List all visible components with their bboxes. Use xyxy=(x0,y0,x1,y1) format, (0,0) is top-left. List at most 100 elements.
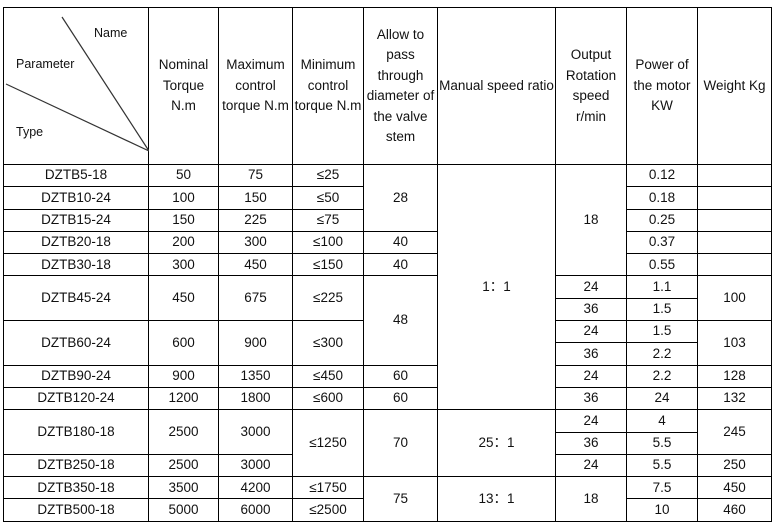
table-cell: 100 xyxy=(697,275,772,322)
table-cell: 2500 xyxy=(148,453,219,478)
header-nominal-torque: Nominal Torque N.m xyxy=(148,7,219,165)
corner-name-label: Name xyxy=(94,26,128,40)
table-cell: 128 xyxy=(697,364,772,388)
table-cell: 28 xyxy=(363,164,438,232)
table-cell: 75 xyxy=(363,476,438,522)
table-cell: ≤100 xyxy=(292,230,364,255)
table-cell: 10 xyxy=(626,498,698,522)
header-motor-power: Power of the motor KW xyxy=(626,7,698,165)
table-cell: 300 xyxy=(218,230,293,255)
type-cell: DZTB120-24 xyxy=(3,386,149,411)
table-row: DZTB5-18 50 75 ≤25 28 1：1 18 0.12 xyxy=(3,163,772,411)
table-cell: 6000 xyxy=(218,498,293,522)
table-cell: 1：1 xyxy=(437,163,556,411)
table-cell: 5.5 xyxy=(626,431,698,455)
table-cell: 5.5 xyxy=(626,453,698,478)
table-cell: 36 xyxy=(555,386,627,411)
header-row: Name Parameter Type Nominal Torque N.m M… xyxy=(3,7,772,165)
table-cell: 3000 xyxy=(218,453,293,478)
table-cell: ≤75 xyxy=(292,208,364,232)
table-cell: 250 xyxy=(697,453,772,478)
table-cell: 40 xyxy=(363,230,438,255)
table-cell: 100 xyxy=(148,186,219,210)
table-cell xyxy=(697,163,772,188)
table-cell: 7.5 xyxy=(626,476,698,500)
table-row: DZTB30-18 300 450 ≤150 40 0.55 xyxy=(3,253,772,277)
header-minimum-torque: Minimum control torque N.m xyxy=(292,7,364,165)
table-cell: 0.25 xyxy=(626,208,698,232)
table-cell: 900 xyxy=(148,364,219,388)
table-cell: 3500 xyxy=(148,476,219,500)
table-cell: 60 xyxy=(363,386,438,411)
table-row: DZTB10-24 100 150 ≤50 0.18 xyxy=(3,186,772,210)
header-maximum-torque: Maximum control torque N.m xyxy=(218,7,293,165)
table-cell: 2500 xyxy=(148,409,219,455)
table-row: DZTB15-24 150 225 ≤75 0.25 xyxy=(3,208,772,232)
table-body: DZTB5-18 50 75 ≤25 28 1：1 18 0.12 DZTB10-24 100 15… xyxy=(3,163,772,522)
table-cell: 0.37 xyxy=(626,230,698,255)
header-weight: Weight Kg xyxy=(697,7,772,165)
table-cell: 1.5 xyxy=(626,320,698,344)
table-cell: ≤1750 xyxy=(292,476,364,500)
corner-parameter-label: Parameter xyxy=(16,57,75,71)
table-cell: 150 xyxy=(218,186,293,210)
header-stem-diameter: Allow to pass through diameter of the va… xyxy=(363,7,438,165)
table-row: DZTB45-24 450 675 ≤225 48 24 1.1 100 xyxy=(3,275,772,366)
type-cell: DZTB350-18 xyxy=(3,476,149,500)
table-cell xyxy=(697,208,772,232)
table-cell: 0.18 xyxy=(626,186,698,210)
table-cell: 50 xyxy=(148,163,219,188)
table-cell: 3000 xyxy=(218,409,293,455)
table-cell: 18 xyxy=(555,476,627,522)
table-cell: 103 xyxy=(697,320,772,366)
header-output-speed: Output Rotation speed r/min xyxy=(555,7,627,165)
table-cell: 4200 xyxy=(218,476,293,500)
table-cell: 24 xyxy=(555,364,627,388)
table-cell: 675 xyxy=(218,275,293,322)
table-cell: 450 xyxy=(218,253,293,277)
type-cell: DZTB30-18 xyxy=(3,253,149,277)
table-cell: 40 xyxy=(363,253,438,277)
table-cell: 460 xyxy=(697,498,772,522)
table-row: DZTB60-24 600 900 ≤300 24 1.5 103 xyxy=(3,320,772,366)
type-cell: DZTB60-24 xyxy=(3,320,149,366)
table-cell: 4 xyxy=(626,409,698,433)
table-cell: ≤150 xyxy=(292,253,364,277)
table-cell: 24 xyxy=(626,386,698,411)
table-cell: 450 xyxy=(697,476,772,500)
table-cell: 1200 xyxy=(148,386,219,411)
table-cell: ≤300 xyxy=(292,320,364,366)
table-cell: 24 xyxy=(555,275,627,299)
table-cell: 36 xyxy=(555,297,627,322)
table-cell: 24 xyxy=(555,453,627,478)
type-cell: DZTB5-18 xyxy=(3,163,149,188)
table-cell xyxy=(697,253,772,277)
table-cell: 0.55 xyxy=(626,253,698,277)
type-cell: DZTB500-18 xyxy=(3,498,149,522)
table-cell: ≤600 xyxy=(292,386,364,411)
type-cell: DZTB90-24 xyxy=(3,364,149,388)
table-cell: 300 xyxy=(148,253,219,277)
table-cell: 1800 xyxy=(218,386,293,411)
type-cell: DZTB10-24 xyxy=(3,186,149,210)
table-cell: ≤1250 xyxy=(292,409,364,478)
diagonal-lines xyxy=(5,16,149,152)
type-cell: DZTB250-18 xyxy=(3,453,149,478)
table-cell: ≤225 xyxy=(292,275,364,322)
table-cell: 200 xyxy=(148,230,219,255)
table-cell: ≤2500 xyxy=(292,498,364,522)
table-cell: 75 xyxy=(218,163,293,188)
table-cell: 2.2 xyxy=(626,364,698,388)
table-cell: 245 xyxy=(697,409,772,455)
type-cell: DZTB20-18 xyxy=(3,230,149,255)
table-cell: 70 xyxy=(363,409,438,478)
table-row: DZTB350-18 3500 4200 ≤1750 75 13：1 18 7.5 450 xyxy=(3,476,772,522)
table-cell: 1.5 xyxy=(626,297,698,322)
header-manual-ratio: Manual speed ratio xyxy=(437,7,556,165)
table-cell: ≤50 xyxy=(292,186,364,210)
parameter-table: Name Parameter Type Nominal Torque N.m M… xyxy=(3,7,772,522)
type-cell: DZTB45-24 xyxy=(3,275,149,322)
table-cell: 36 xyxy=(555,431,627,455)
table-cell: 450 xyxy=(148,275,219,322)
table-cell: 24 xyxy=(555,409,627,433)
